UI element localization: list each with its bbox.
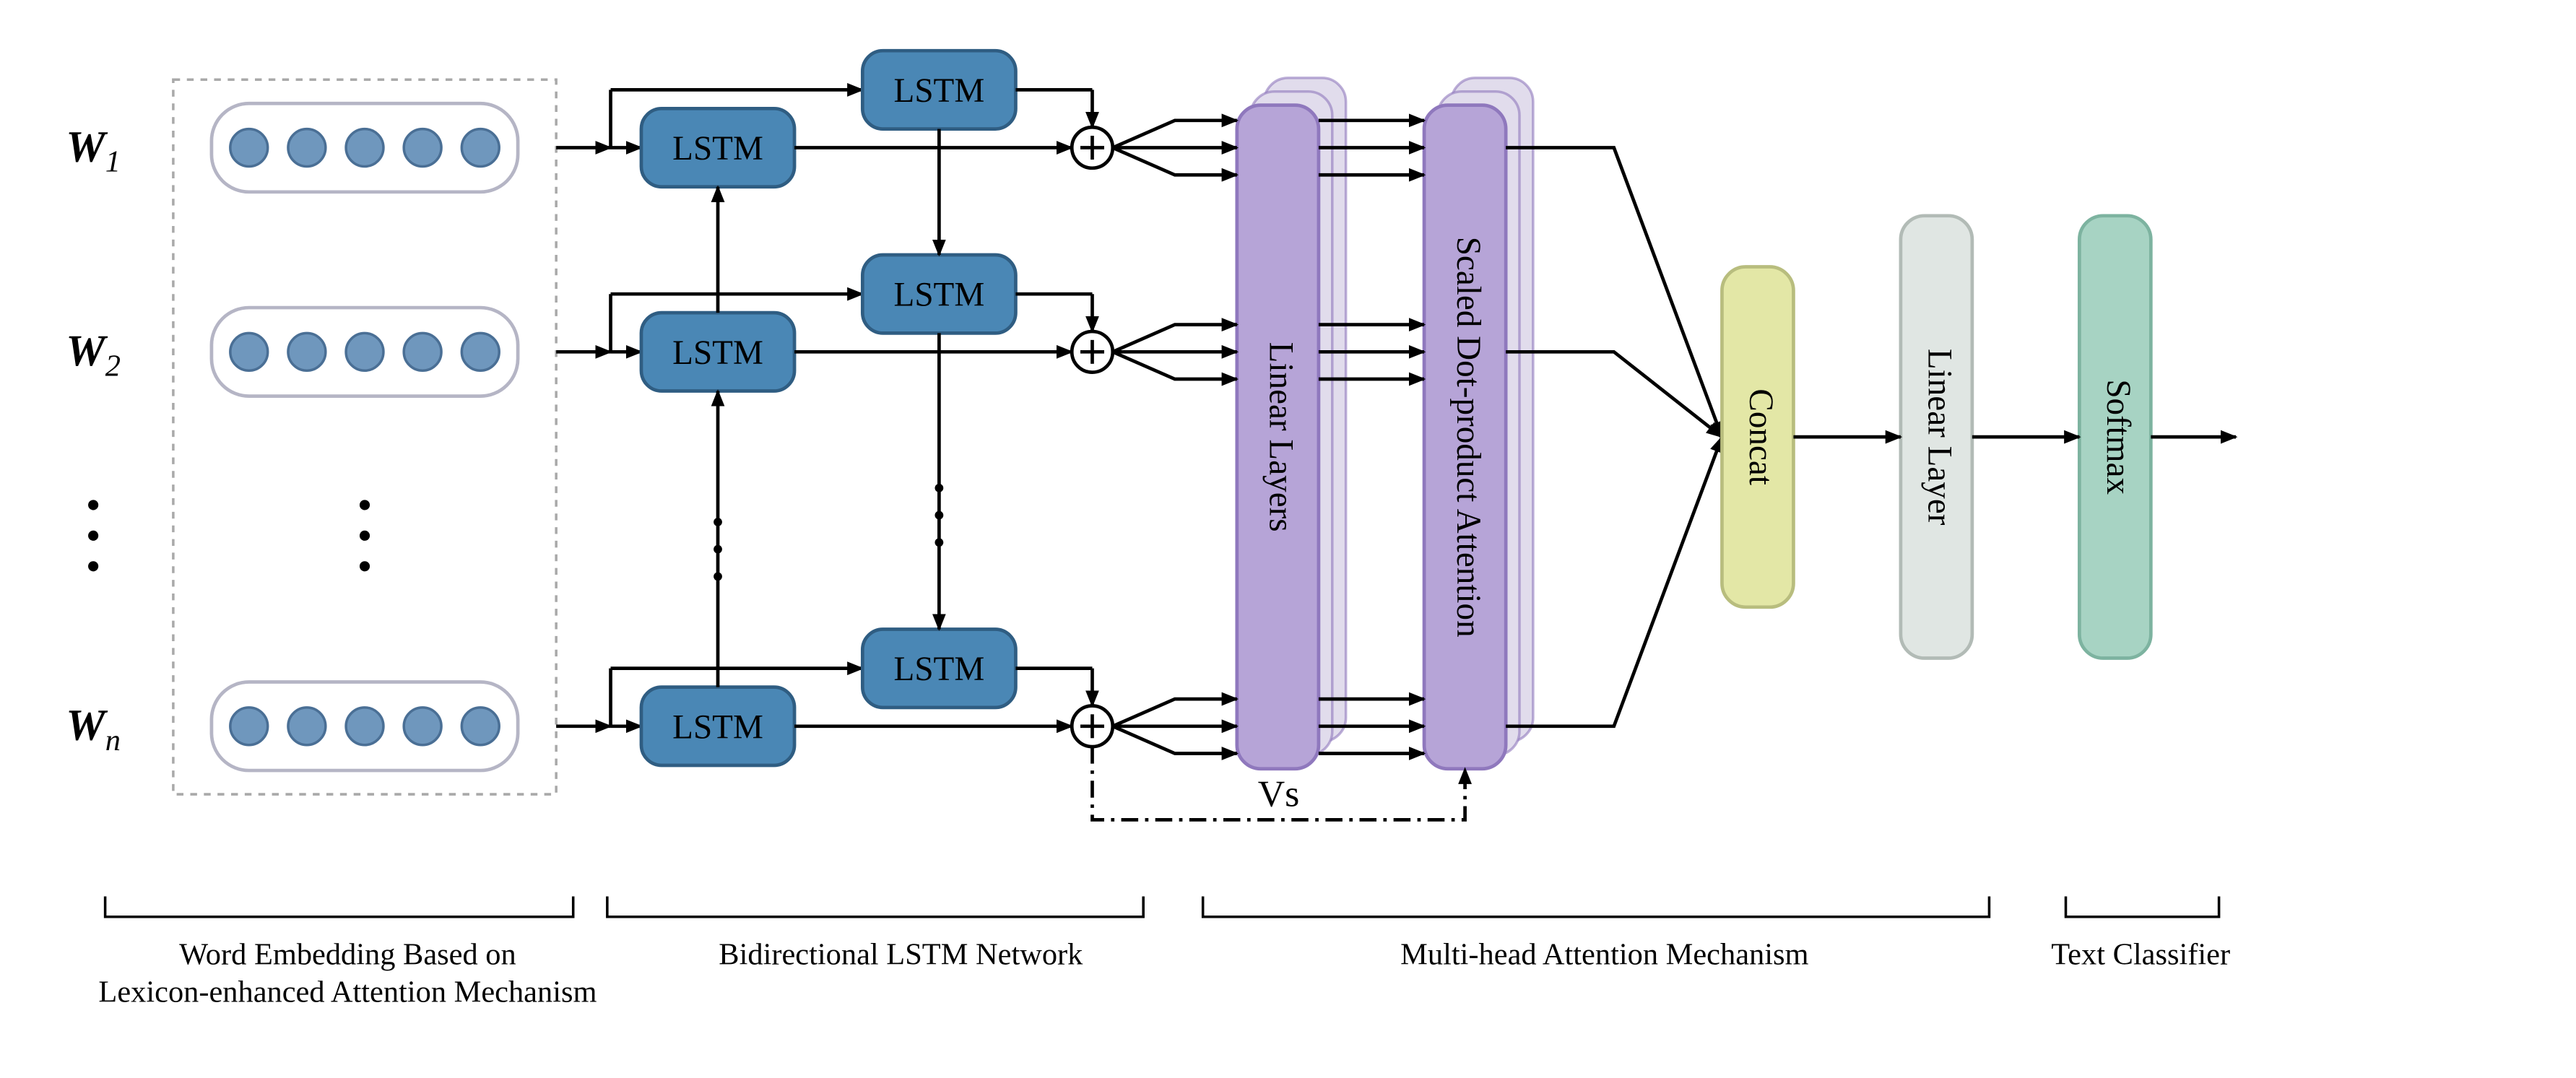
caption-mha-line1: Multi-head Attention Mechanism (1400, 938, 1808, 972)
embedding-dot (346, 708, 383, 745)
embedding-dot (404, 333, 441, 370)
linear-layers-block-label: Linear Layers (1262, 342, 1300, 532)
ellipsis-dot (360, 531, 370, 541)
bracket-classifier (2065, 896, 2219, 916)
architecture-diagram: W1 W2 Wn LSTM LSTM LSTM LSTM LSTM LSTM Linear Lay… (12, 12, 2564, 1066)
concat-block-label: Concat (1742, 388, 1779, 484)
lstm-upper-3-label: LSTM (894, 651, 985, 688)
linear-layer-block-label: Linear Layer (1921, 349, 1959, 526)
embedding-dot (461, 333, 499, 370)
ellipsis-dot (88, 531, 98, 541)
softmax-block-label: Softmax (2099, 379, 2137, 495)
arrow-plus-linear-up (1113, 121, 1237, 148)
ellipsis-dot (360, 561, 370, 571)
input-label-w3: Wn (66, 701, 121, 757)
embedding-dot (346, 333, 383, 370)
lstm-lower-1-label: LSTM (672, 130, 763, 168)
ellipsis-dot (934, 511, 943, 520)
arrow-plus-linear-down (1113, 148, 1237, 175)
embedding-dot (404, 129, 441, 167)
lstm-lower-3-label: LSTM (672, 708, 763, 746)
caption-embedding-line2: Lexicon-enhanced Attention Mechanism (98, 975, 597, 1009)
input-label-w1: W1 (66, 122, 121, 178)
ellipsis-dot (714, 545, 722, 554)
caption-classifier-line1: Text Classifier (2051, 938, 2230, 972)
embedding-dot (230, 333, 268, 370)
embedding-dot (288, 129, 326, 167)
lstm-lower-2-label: LSTM (672, 334, 763, 372)
bracket-bilstm (607, 896, 1143, 916)
ellipsis-dot (714, 518, 722, 526)
ellipsis-dot (88, 561, 98, 571)
caption-embedding-line1: Word Embedding Based on (179, 938, 516, 972)
ellipsis-dot (360, 500, 370, 510)
ellipsis-dot (714, 573, 722, 581)
ellipsis-dot (88, 500, 98, 510)
ellipsis-dot (934, 484, 943, 492)
arrow-plus-linear-down (1113, 352, 1237, 379)
arrow-attn-concat (1506, 148, 1722, 438)
vs-label: Vs (1258, 774, 1300, 815)
embedding-dot (461, 708, 499, 745)
lstm-upper-2-label: LSTM (894, 277, 985, 314)
embedding-dot (346, 129, 383, 167)
input-label-w2: W2 (66, 326, 121, 383)
embedding-dot (404, 708, 441, 745)
bracket-mha (1203, 896, 1990, 916)
embedding-dot (230, 129, 268, 167)
ellipsis-dot (934, 538, 943, 547)
arrow-plus-linear-down (1113, 726, 1237, 754)
arrow-plus-linear-up (1113, 699, 1237, 726)
caption-bilstm-line1: Bidirectional LSTM Network (719, 938, 1083, 972)
embedding-dot (461, 129, 499, 167)
arrow-plus-linear-up (1113, 325, 1237, 352)
lstm-upper-1-label: LSTM (894, 72, 985, 110)
embedding-dot (288, 708, 326, 745)
attention-block-label: Scaled Dot-product Attention (1449, 237, 1487, 638)
embedding-dot (288, 333, 326, 370)
arrow-attn-concat (1506, 352, 1722, 437)
arrow-attn-concat (1506, 437, 1722, 726)
bracket-embedding (105, 896, 573, 916)
embedding-dot (230, 708, 268, 745)
